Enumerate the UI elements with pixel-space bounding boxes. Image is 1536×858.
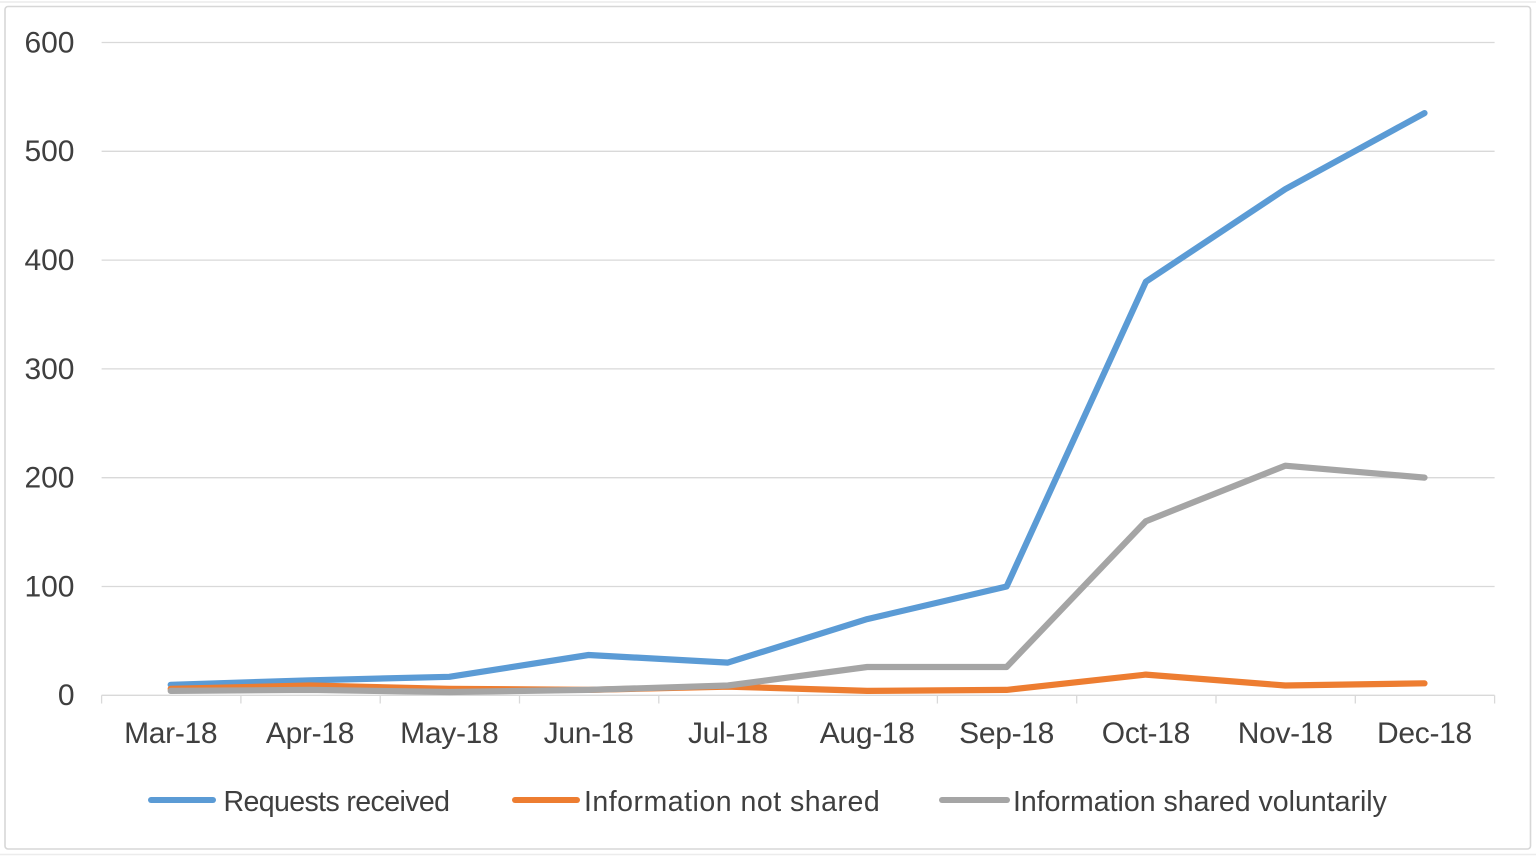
svg-text:100: 100	[24, 570, 74, 603]
svg-text:Information shared voluntarily: Information shared voluntarily	[1013, 786, 1388, 818]
svg-text:Requests received: Requests received	[224, 786, 450, 818]
svg-text:May-18: May-18	[400, 717, 498, 750]
svg-text:500: 500	[24, 135, 74, 168]
svg-text:Oct-18: Oct-18	[1102, 717, 1190, 750]
svg-text:Sep-18: Sep-18	[959, 717, 1054, 750]
svg-text:Information not shared: Information not shared	[584, 786, 880, 818]
svg-text:Jun-18: Jun-18	[544, 717, 634, 750]
svg-text:Nov-18: Nov-18	[1238, 717, 1333, 750]
svg-text:0: 0	[58, 679, 75, 712]
svg-text:Mar-18: Mar-18	[124, 717, 217, 750]
svg-text:600: 600	[24, 26, 74, 59]
svg-text:Aug-18: Aug-18	[820, 717, 915, 750]
svg-text:200: 200	[24, 462, 74, 495]
svg-text:Jul-18: Jul-18	[688, 717, 768, 750]
svg-text:300: 300	[24, 353, 74, 386]
svg-text:400: 400	[24, 244, 74, 277]
svg-text:Apr-18: Apr-18	[266, 717, 354, 750]
svg-text:Dec-18: Dec-18	[1377, 717, 1472, 750]
